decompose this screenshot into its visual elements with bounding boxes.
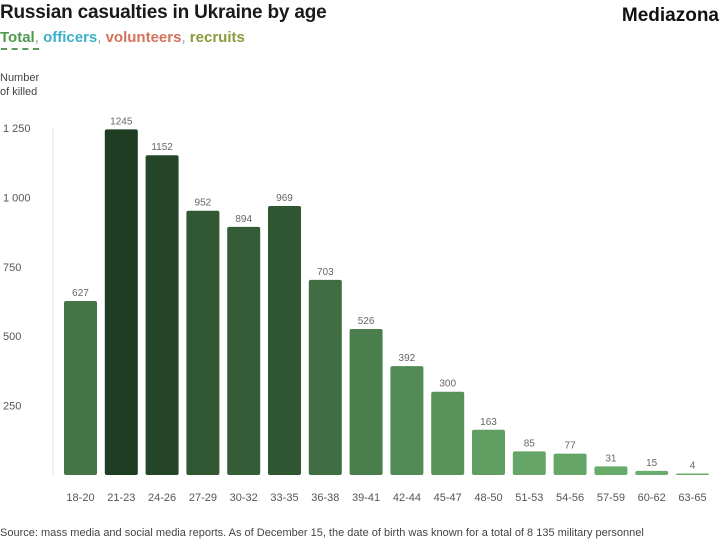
value-label: 163	[480, 417, 497, 428]
filter-total[interactable]: Total	[0, 29, 35, 46]
bar-24-26[interactable]	[145, 155, 179, 475]
bar-45-47[interactable]	[431, 391, 465, 475]
x-tick-label: 48-50	[474, 492, 502, 504]
active-filter-underline	[1, 48, 39, 50]
value-label: 85	[524, 438, 536, 449]
bar-36-38[interactable]	[308, 279, 342, 475]
value-label: 526	[358, 316, 375, 327]
bar-51-53[interactable]	[512, 451, 546, 475]
bars	[64, 129, 709, 475]
filter-separator: ,	[181, 29, 190, 46]
y-tick-label: 750	[3, 262, 21, 274]
bar-27-29[interactable]	[186, 210, 220, 475]
value-label: 1152	[151, 142, 173, 153]
x-tick-label: 36-38	[311, 492, 339, 504]
filter-volunteers[interactable]: volunteers	[105, 29, 182, 46]
bar-57-59[interactable]	[594, 466, 628, 475]
x-tick-label: 39-41	[352, 492, 380, 504]
bar-39-41[interactable]	[349, 328, 383, 475]
bar-63-65[interactable]	[676, 473, 709, 476]
x-tick-label: 60-62	[638, 492, 666, 504]
value-label: 703	[317, 267, 334, 278]
x-tick-label: 21-23	[107, 492, 135, 504]
bar-21-23[interactable]	[104, 129, 138, 475]
y-tick-label: 250	[3, 401, 21, 413]
category-filters: Total, officers, volunteers, recruits	[0, 29, 245, 46]
y-tick-label: 500	[3, 331, 21, 343]
value-label: 952	[195, 198, 212, 209]
x-tick-label: 42-44	[393, 492, 421, 504]
value-label: 392	[399, 353, 416, 364]
value-label: 1245	[110, 116, 133, 127]
value-label: 627	[72, 288, 89, 299]
y-tick-label: 1 000	[3, 192, 31, 204]
y-tick-label: 1 250	[3, 123, 31, 135]
bar-18-20[interactable]	[64, 300, 97, 475]
value-label: 4	[690, 461, 696, 472]
x-tick-label: 54-56	[556, 492, 584, 504]
x-tick-label: 18-20	[66, 492, 94, 504]
x-tick-label: 45-47	[434, 492, 462, 504]
filter-recruits[interactable]: recruits	[189, 29, 245, 46]
y-axis-label-line-2: of killed	[0, 86, 37, 98]
filter-separator: ,	[34, 29, 44, 46]
source-note: Source: mass media and social media repo…	[0, 527, 644, 539]
x-tick-label: 30-32	[230, 492, 258, 504]
bar-54-56[interactable]	[553, 453, 587, 475]
value-label: 969	[276, 193, 293, 204]
filter-separator: ,	[97, 29, 106, 46]
value-labels: 627 1245 1152 952 894 969 703 526 392 300 163 85 77 3…	[72, 116, 696, 471]
x-axis-labels: 18-20 21-23 24-26 27-29 30-32 33-35 36-38 39-41…	[66, 492, 706, 504]
filter-officers[interactable]: officers	[43, 29, 98, 46]
bar-33-35[interactable]	[268, 206, 301, 475]
y-axis-ticks: 250 500 750 1 000 1 250	[3, 123, 31, 413]
bar-48-50[interactable]	[472, 429, 505, 475]
x-tick-label: 63-65	[678, 492, 706, 504]
y-axis-label-line-1: Number	[0, 72, 39, 84]
x-tick-label: 24-26	[148, 492, 176, 504]
bar-42-44[interactable]	[390, 366, 424, 475]
value-label: 300	[439, 379, 456, 390]
value-label: 31	[605, 453, 617, 464]
x-tick-label: 33-35	[270, 492, 298, 504]
value-label: 15	[646, 458, 658, 469]
chart-title: Russian casualties in Ukraine by age	[0, 2, 327, 23]
bar-chart: Number of killed 250 500 750 1 000 1 250 627…	[0, 72, 709, 504]
value-label: 894	[235, 214, 252, 225]
x-tick-label: 51-53	[515, 492, 543, 504]
x-tick-label: 57-59	[597, 492, 625, 504]
value-label: 77	[565, 441, 577, 452]
bar-30-32[interactable]	[227, 226, 261, 475]
x-tick-label: 27-29	[189, 492, 217, 504]
brand-logo: Mediazona	[621, 5, 719, 26]
bar-60-62[interactable]	[635, 470, 669, 475]
